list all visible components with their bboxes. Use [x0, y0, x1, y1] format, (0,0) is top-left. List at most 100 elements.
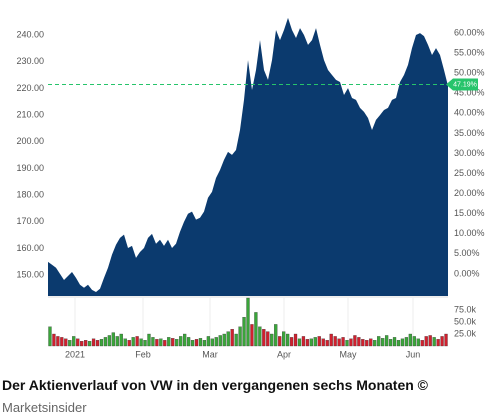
volume-bar: [365, 340, 369, 347]
volume-bar: [444, 333, 448, 347]
volume-bar: [171, 338, 175, 347]
volume-bar: [246, 297, 250, 347]
volume-bar: [278, 336, 282, 347]
volume-bar: [357, 337, 361, 347]
y2-tick-label: 40.00%: [454, 108, 485, 118]
y-tick-label: 190.00: [16, 163, 44, 173]
x-tick-label: Jun: [406, 349, 421, 359]
y2-tick-label: 0.00%: [454, 268, 480, 278]
volume-bar: [420, 340, 424, 347]
volume-bar: [167, 337, 171, 347]
volume-bar: [317, 336, 321, 347]
volume-bar: [206, 336, 211, 347]
y-tick-label: 230.00: [16, 56, 44, 66]
volume-bar: [87, 341, 92, 347]
volume-tick-label: 50.0k: [454, 316, 477, 326]
volume-bar: [135, 336, 139, 347]
volume-bar: [186, 337, 191, 347]
volume-bar: [198, 338, 203, 347]
volume-bar: [349, 338, 353, 347]
volume-bar: [301, 336, 306, 347]
volume-bar: [183, 333, 187, 347]
volume-bar: [333, 336, 337, 347]
x-tick-label: Feb: [135, 349, 151, 359]
volume-bar: [238, 326, 242, 347]
volume-bar: [80, 341, 84, 347]
y-tick-label: 150.00: [16, 270, 44, 280]
volume-bar: [214, 337, 218, 347]
volume-bar: [377, 336, 381, 347]
volume-bar: [381, 338, 385, 347]
y2-tick-label: 50.00%: [454, 68, 485, 78]
volume-bar: [285, 333, 290, 347]
volume-bar: [412, 336, 416, 347]
volume-bar: [266, 331, 270, 347]
volume-bar: [143, 340, 147, 347]
volume-bar: [48, 326, 52, 347]
volume-bar: [226, 331, 230, 347]
volume-tick-label: 75.0k: [454, 304, 477, 314]
volume-bar: [424, 336, 428, 347]
chart: 150.00 160.00 170.00 180.00 190.00 200.00 210.…: [16, 17, 485, 360]
y2-tick-label: 20.00%: [454, 188, 485, 198]
volume-tick-label: 25.0k: [454, 328, 477, 338]
volume-bar: [329, 333, 333, 347]
volume-bar: [258, 326, 262, 347]
volume-bar: [68, 340, 72, 347]
current-level-tag: [446, 78, 478, 91]
y2-tick-label: 35.00%: [454, 128, 485, 138]
volume-bar: [396, 340, 401, 347]
volume-bar: [293, 333, 298, 347]
current-level-label: 47.19%: [453, 81, 477, 88]
volume-bar: [56, 336, 60, 347]
y2-tick-label: 60.00%: [454, 27, 485, 37]
volume-bar: [282, 331, 286, 347]
volume-bar: [325, 340, 329, 347]
volume-bar: [115, 336, 119, 347]
volume-bar: [103, 337, 108, 347]
volume-bar: [91, 338, 96, 347]
volume-bar: [297, 338, 302, 347]
x-tick-label: Mar: [202, 349, 218, 359]
volume-bar: [309, 338, 313, 347]
source: Marketsinsider: [2, 400, 87, 415]
volume-bar: [202, 340, 207, 347]
volume-bar: [52, 333, 56, 347]
volume-bar: [408, 333, 413, 347]
volume-bar: [210, 338, 214, 347]
volume-bar: [72, 336, 76, 347]
volume-bar: [400, 338, 405, 347]
volume-bar: [440, 336, 444, 347]
volume-bar: [416, 338, 420, 347]
volume-bar: [262, 329, 266, 347]
volume-bar: [155, 339, 159, 347]
volume-bar: [384, 335, 389, 347]
volume-bar: [159, 338, 163, 347]
volume-bar: [369, 338, 373, 347]
volume-bar: [254, 312, 258, 347]
volume-bar: [123, 338, 127, 347]
x-tick-label: Apr: [277, 349, 291, 359]
volume-bar: [64, 338, 68, 347]
volume-bar: [99, 339, 104, 347]
y-tick-label: 180.00: [16, 190, 44, 200]
volume-bar: [392, 337, 397, 347]
volume-bar: [373, 340, 377, 347]
volume-bar: [321, 338, 325, 347]
y-tick-label: 220.00: [16, 83, 44, 93]
volume-bar: [436, 339, 440, 347]
x-tick-label: 2021: [65, 349, 85, 359]
volume-bar: [337, 338, 341, 347]
volume-bar: [345, 340, 349, 347]
volume-bar: [107, 335, 112, 347]
volume-bar: [242, 317, 246, 347]
volume-bar: [289, 337, 294, 347]
volume-bar: [127, 340, 131, 347]
y2-tick-label: 15.00%: [454, 208, 485, 218]
volume-bar: [428, 335, 432, 347]
y-tick-label: 170.00: [16, 216, 44, 226]
volume-bar: [341, 337, 345, 347]
volume-bar: [404, 337, 409, 347]
volume-bar: [313, 337, 317, 347]
